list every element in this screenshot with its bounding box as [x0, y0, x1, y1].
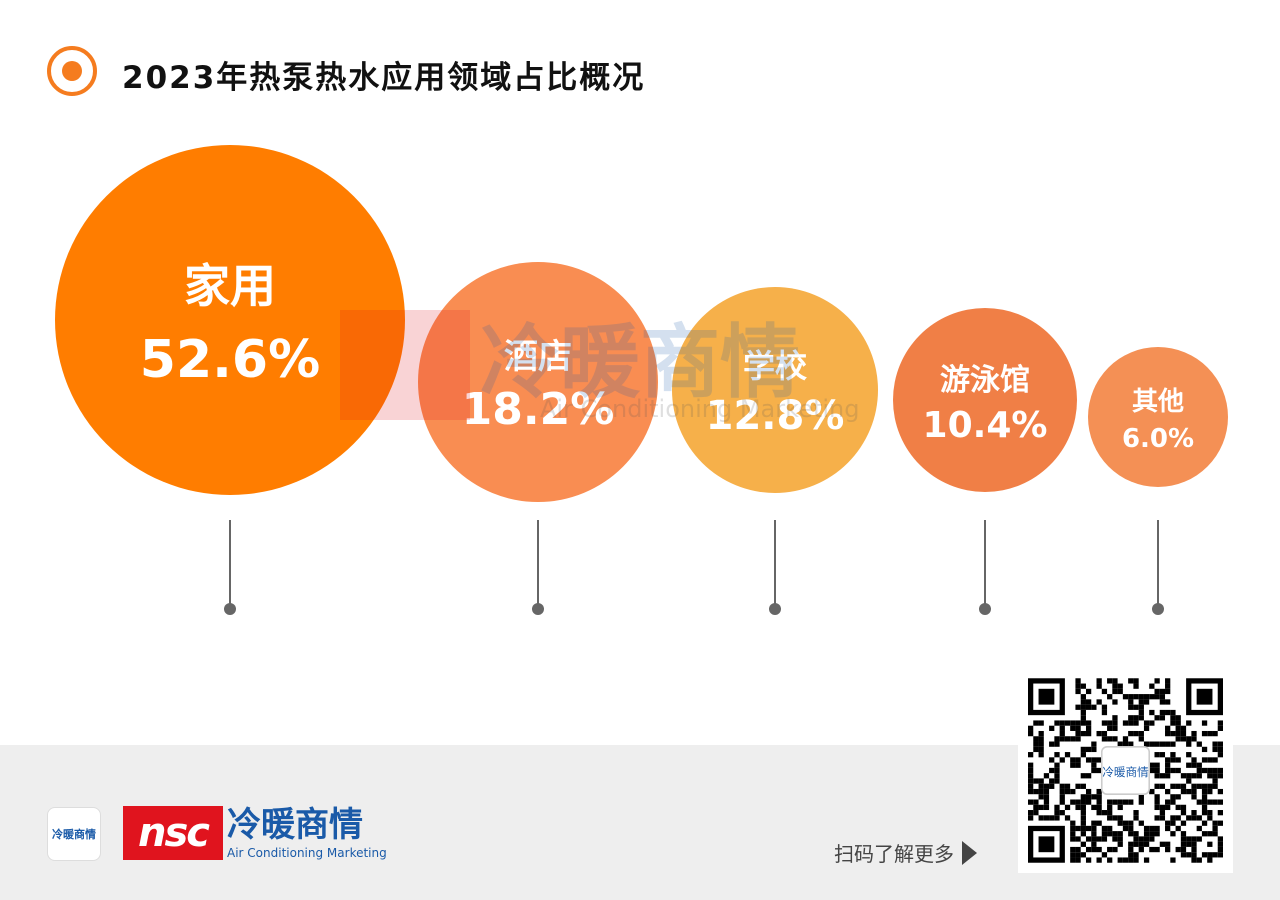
qr-code[interactable]: 冷暖商情 [1018, 668, 1233, 873]
bubble-value: 12.8% [705, 393, 845, 439]
title-bullet-icon [47, 46, 97, 96]
app-icon: 冷暖商情 [47, 807, 101, 861]
connector-dot [769, 603, 781, 615]
bubble-value: 10.4% [922, 404, 1048, 446]
bubble-3: 游泳馆 10.4% [893, 308, 1077, 492]
scan-text: 扫码了解更多 [834, 842, 954, 866]
play-arrow-icon [962, 840, 977, 865]
bubble-category: 其他 [1131, 386, 1184, 417]
bubble-category: 游泳馆 [940, 362, 1030, 398]
bubble-category: 学校 [742, 347, 807, 385]
svg-text:冷暖商情: 冷暖商情 [1102, 765, 1149, 779]
logo-mark: nsc [123, 806, 223, 860]
bubble-1: 酒店 18.2% [418, 262, 658, 502]
connector-line [1157, 520, 1159, 608]
bubble-value: 52.6% [139, 330, 321, 390]
bubble-value: 18.2% [461, 384, 615, 435]
bubble-value: 6.0% [1121, 423, 1195, 454]
connector-dot [224, 603, 236, 615]
connector-line [774, 520, 776, 608]
connector-line [229, 520, 231, 608]
logo-en: Air Conditioning Marketing [227, 846, 387, 860]
logo-cn: 冷暖商情 [227, 805, 363, 845]
chart-title: 2023年热泵热水应用领域占比概况 [122, 60, 646, 96]
bubble-0: 家用 52.6% [55, 145, 405, 495]
connector-dot [1152, 603, 1164, 615]
bubble-category: 酒店 [504, 337, 572, 377]
bubble-4: 其他 6.0% [1088, 347, 1228, 487]
bubble-category: 家用 [184, 259, 276, 313]
connector-dot [979, 603, 991, 615]
qr-code-pattern: 冷暖商情 [1028, 678, 1223, 863]
connector-dot [532, 603, 544, 615]
bubble-2: 学校 12.8% [672, 287, 878, 493]
brand-logo: nsc 冷暖商情 Air Conditioning Marketing [123, 805, 387, 860]
scan-prompt: 扫码了解更多 [834, 838, 977, 867]
connector-line [537, 520, 539, 608]
connector-line [984, 520, 986, 608]
